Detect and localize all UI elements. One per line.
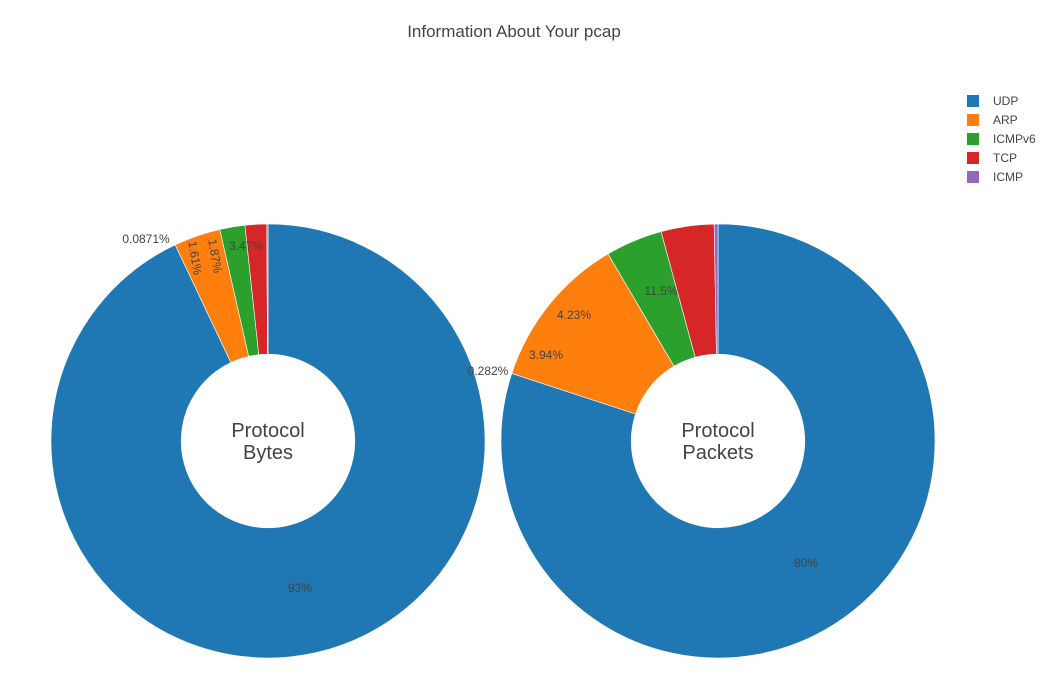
slice-icmp[interactable]	[266, 223, 269, 355]
slice-label-tcp: 3.94%	[529, 348, 563, 362]
legend-label: TCP	[993, 151, 1017, 165]
legend-swatch	[967, 95, 979, 107]
legend-swatch	[967, 171, 979, 183]
center-label: Protocol	[681, 420, 754, 442]
legend-swatch	[967, 114, 979, 126]
pie-charts: 93%3.47%1.87%1.61%0.0871%ProtocolBytes80…	[50, 223, 936, 659]
center-label: Packets	[682, 442, 753, 464]
slice-label-udp: 93%	[288, 581, 312, 595]
legend-item-icmp[interactable]: ICMP	[967, 170, 1023, 184]
legend-swatch	[967, 152, 979, 164]
slice-udp[interactable]	[500, 223, 936, 659]
legend-label: ICMP	[993, 170, 1023, 184]
slice-udp[interactable]	[50, 223, 486, 659]
center-label: Protocol	[231, 420, 304, 442]
slice-icmp[interactable]	[713, 223, 719, 355]
slice-label-icmp: 0.0871%	[122, 232, 170, 246]
legend-label: ARP	[993, 113, 1018, 127]
slice-label-arp: 3.47%	[229, 239, 263, 253]
legend-item-arp[interactable]: ARP	[967, 113, 1018, 127]
slice-label-icmp: 0.282%	[468, 364, 509, 378]
slice-label-icmpv6: 1.87%	[205, 238, 225, 274]
legend-swatch	[967, 133, 979, 145]
legend[interactable]: UDP ARP ICMPv6 TCP ICMP	[967, 94, 1036, 184]
center-label: Bytes	[243, 442, 293, 464]
legend-item-tcp[interactable]: TCP	[967, 151, 1017, 165]
legend-label: ICMPv6	[993, 132, 1036, 146]
legend-item-icmpv6[interactable]: ICMPv6	[967, 132, 1036, 146]
slice-label-arp: 11.5%	[644, 284, 677, 298]
slice-label-tcp: 1.61%	[185, 240, 205, 276]
chart-title: Information About Your pcap	[407, 22, 621, 41]
legend-item-udp[interactable]: UDP	[967, 94, 1018, 108]
slice-label-udp: 80%	[794, 556, 818, 570]
slice-label-icmpv6: 4.23%	[557, 308, 591, 322]
legend-label: UDP	[993, 94, 1018, 108]
